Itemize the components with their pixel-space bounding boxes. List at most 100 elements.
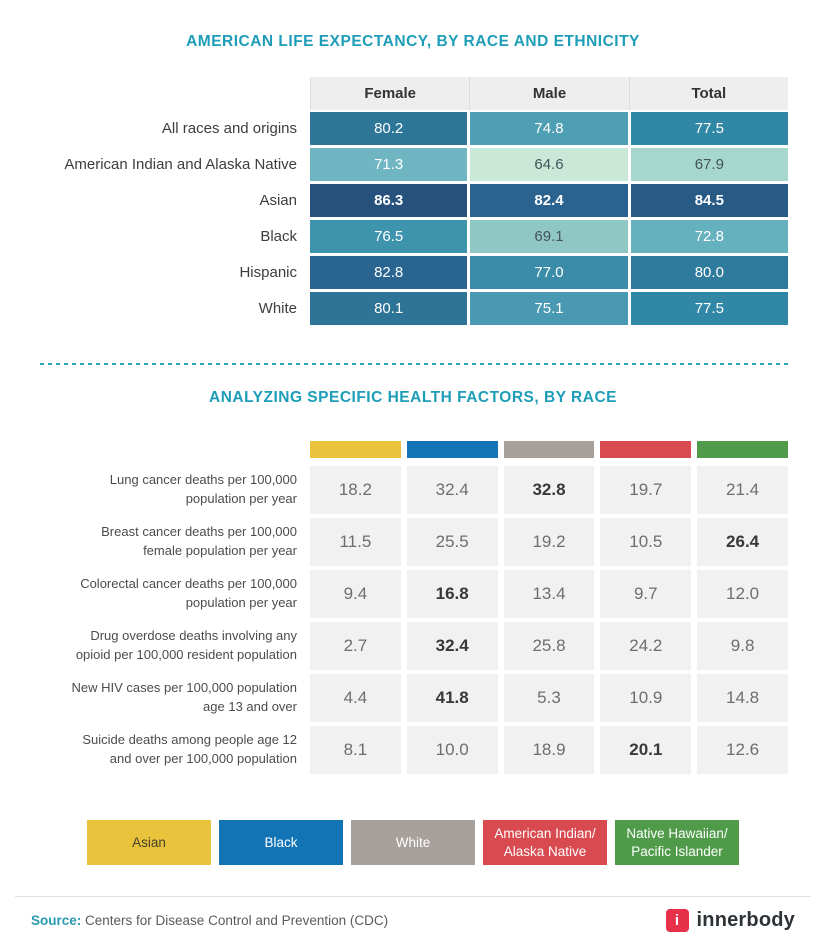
value-cell: 25.5	[406, 518, 498, 566]
row-label: New HIV cases per 100,000 population age …	[0, 674, 310, 722]
column-header-total: Total	[628, 77, 788, 110]
value-cell: 9.4	[310, 570, 401, 618]
innerbody-wordmark: innerbody	[696, 909, 795, 931]
life-expectancy-table: Female Male Total All races and origins 80.…	[0, 77, 826, 325]
value-cell: 16.8	[406, 570, 498, 618]
value-cell: 4.4	[310, 674, 401, 722]
row-label-line: population per year	[185, 491, 297, 506]
section-title: ANALYZING SPECIFIC HEALTH FACTORS, BY RA…	[209, 389, 617, 406]
value-cell: 69.1	[470, 220, 628, 253]
legend-item: Asian	[87, 820, 211, 865]
source-text: Centers for Disease Control and Preventi…	[81, 913, 389, 928]
value-cell: 86.3	[310, 184, 468, 217]
value-cell: 18.2	[310, 466, 401, 514]
race-color-swatch	[600, 441, 692, 458]
table-row: All races and origins 80.2 74.8 77.5	[0, 112, 826, 145]
innerbody-logo-icon: i	[665, 909, 689, 932]
row-label: Breast cancer deaths per 100,000 female p…	[0, 518, 310, 566]
health-table-color-header	[0, 441, 826, 458]
health-factors-table: Lung cancer deaths per 100,000 population…	[0, 441, 826, 774]
table-row: Colorectal cancer deaths per 100,000 popu…	[0, 570, 826, 618]
table-row: Lung cancer deaths per 100,000 population…	[0, 466, 826, 514]
row-label-line: population per year	[185, 595, 297, 610]
value-cell: 80.1	[310, 292, 468, 325]
row-label-line: Suicide deaths among people age 12	[82, 732, 297, 748]
row-label-line: female population per year	[143, 543, 297, 558]
row-label: All races and origins	[161, 119, 297, 137]
value-cell: 11.5	[310, 518, 401, 566]
value-cell: 12.0	[697, 570, 788, 618]
value-cell: 76.5	[310, 220, 468, 253]
row-label-line: Breast cancer deaths per 100,000	[101, 524, 297, 540]
source-citation: Source: Centers for Disease Control and …	[31, 913, 388, 928]
health-table-body: Lung cancer deaths per 100,000 population…	[0, 466, 826, 774]
value-cell: 77.5	[630, 292, 788, 325]
table-row: Asian 86.3 82.4 84.5	[0, 184, 826, 217]
value-cell: 80.2	[310, 112, 468, 145]
legend-label-line: Native Hawaiian/	[626, 825, 728, 841]
value-cell: 72.8	[630, 220, 788, 253]
value-cell: 82.4	[470, 184, 628, 217]
value-cell: 9.7	[600, 570, 692, 618]
life-table-body: All races and origins 80.2 74.8 77.5 America…	[0, 112, 826, 325]
page-title: AMERICAN LIFE EXPECTANCY, BY RACE AND ET…	[186, 33, 640, 50]
value-cell: 75.1	[470, 292, 628, 325]
value-cell: 24.2	[600, 622, 692, 670]
value-cell: 14.8	[697, 674, 788, 722]
table-row: White 80.1 75.1 77.5	[0, 292, 826, 325]
value-cell: 25.8	[503, 622, 595, 670]
legend-label-line: Alaska Native	[503, 843, 587, 859]
value-cell: 64.6	[470, 148, 628, 181]
source-label: Source:	[31, 913, 82, 928]
value-cell: 77.5	[630, 112, 788, 145]
row-label: White	[258, 299, 297, 317]
innerbody-brand: i innerbody	[665, 909, 795, 932]
race-color-swatch	[697, 441, 788, 458]
table-row: Suicide deaths among people age 12 and ov…	[0, 726, 826, 774]
header-label-spacer	[0, 77, 310, 110]
value-cell: 26.4	[697, 518, 788, 566]
value-cell: 20.1	[600, 726, 692, 774]
life-table-header-row: Female Male Total	[0, 77, 826, 110]
row-label: Black	[260, 227, 297, 245]
table-row: New HIV cases per 100,000 population age …	[0, 674, 826, 722]
row-label: Lung cancer deaths per 100,000 population…	[0, 466, 310, 514]
value-cell: 9.8	[697, 622, 788, 670]
table-row: Hispanic 82.8 77.0 80.0	[0, 256, 826, 289]
value-cell: 13.4	[503, 570, 595, 618]
race-color-swatch	[310, 441, 401, 458]
legend-item: American Indian/Alaska Native	[483, 820, 607, 865]
value-cell: 74.8	[470, 112, 628, 145]
row-label-line: New HIV cases per 100,000 population	[71, 680, 297, 696]
value-cell: 32.8	[503, 466, 595, 514]
column-header-male: Male	[469, 77, 629, 110]
row-label: Hispanic	[239, 263, 297, 281]
value-cell: 19.7	[600, 466, 692, 514]
legend-label-line: Asian	[132, 834, 166, 850]
value-cell: 21.4	[697, 466, 788, 514]
value-cell: 41.8	[406, 674, 498, 722]
value-cell: 10.0	[406, 726, 498, 774]
legend-label-line: Black	[264, 834, 298, 850]
legend-item: White	[351, 820, 475, 865]
legend-label-line: Pacific Islander	[631, 843, 723, 859]
value-cell: 19.2	[503, 518, 595, 566]
footer: Source: Centers for Disease Control and …	[15, 896, 811, 952]
row-label-line: age 13 and over	[203, 699, 297, 714]
value-cell: 8.1	[310, 726, 401, 774]
row-label: Suicide deaths among people age 12 and ov…	[0, 726, 310, 774]
value-cell: 5.3	[503, 674, 595, 722]
value-cell: 67.9	[630, 148, 788, 181]
row-label-line: Drug overdose deaths involving any	[90, 628, 297, 644]
race-legend: Asian Black White American Indian/Alaska Na…	[0, 820, 826, 865]
table-row: American Indian and Alaska Native 71.3 64.…	[0, 148, 826, 181]
legend-item: Black	[219, 820, 343, 865]
legend-item: Native Hawaiian/Pacific Islander	[615, 820, 739, 865]
row-label-line: Colorectal cancer deaths per 100,000	[80, 576, 297, 592]
row-label: Asian	[259, 191, 297, 209]
row-label: American Indian and Alaska Native	[64, 155, 297, 173]
race-color-swatch	[406, 441, 498, 458]
innerbody-logo-letter: i	[674, 912, 680, 929]
race-color-swatch	[503, 441, 595, 458]
